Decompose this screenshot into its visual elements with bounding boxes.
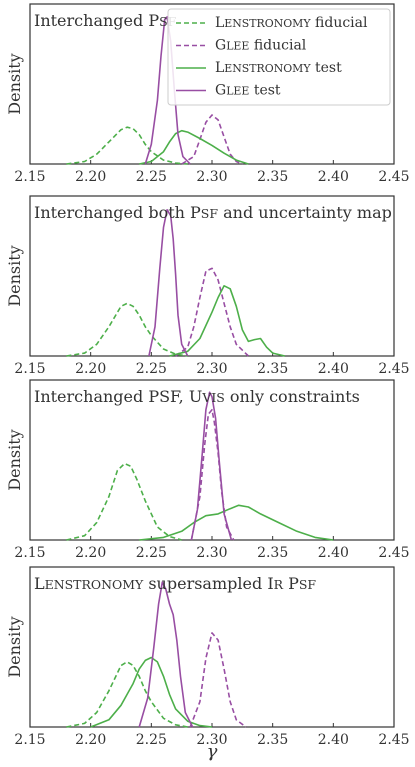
series-line-lenstronomy-fiducial bbox=[66, 302, 188, 357]
y-axis-label: Density bbox=[5, 245, 24, 306]
x-tick-label: 2.20 bbox=[75, 169, 106, 185]
x-tick-label: 2.35 bbox=[257, 545, 288, 561]
x-tick-label: 2.40 bbox=[318, 169, 349, 185]
series-line-glee-test bbox=[138, 581, 194, 728]
legend-entry: LENSTRONOMY fiducial bbox=[215, 15, 368, 31]
legend: LENSTRONOMY fiducial GLEE fiducial LENSTRO… bbox=[167, 8, 391, 106]
series-line-lenstronomy-test bbox=[139, 504, 334, 541]
y-axis-label: Density bbox=[5, 616, 24, 677]
y-axis-label: Density bbox=[5, 429, 24, 490]
x-tick-label: 2.15 bbox=[14, 545, 45, 561]
x-tick-label: 2.45 bbox=[378, 169, 409, 185]
x-tick-label: 2.35 bbox=[257, 361, 288, 377]
x-tick-label: 2.25 bbox=[136, 545, 167, 561]
legend-box bbox=[167, 8, 391, 106]
series-line-glee-fiducial bbox=[181, 114, 243, 165]
legend-entry: GLEE test bbox=[215, 83, 281, 99]
legend-entry: LENSTRONOMY test bbox=[215, 60, 342, 76]
panel-title: Interchanged both PSF and uncertainty ma… bbox=[34, 203, 392, 222]
y-axis-label: Density bbox=[5, 53, 24, 114]
x-tick-label: 2.35 bbox=[257, 169, 288, 185]
x-axis-label: γ bbox=[207, 741, 218, 762]
series-line-lenstronomy-fiducial bbox=[66, 126, 188, 165]
x-tick-label: 2.20 bbox=[75, 732, 106, 748]
x-tick-label: 2.15 bbox=[14, 732, 45, 748]
x-tick-label: 2.30 bbox=[196, 169, 227, 185]
panel-3: 2.15 2.20 2.25 2.30 2.35 2.40 2.45 Density Inter… bbox=[5, 379, 410, 561]
panel-2: 2.15 2.20 2.25 2.30 2.35 2.40 2.45 Density Inter… bbox=[5, 195, 410, 377]
x-tick-label: 2.45 bbox=[378, 732, 409, 748]
series-line-lenstronomy-fiducial bbox=[66, 661, 188, 728]
series-line-lenstronomy-test bbox=[139, 129, 249, 165]
panel-1: 2.15 2.20 2.25 2.30 2.35 2.40 2.45 Density Inter… bbox=[5, 3, 410, 185]
x-tick-label: 2.15 bbox=[14, 361, 45, 377]
series-line-glee-test bbox=[144, 16, 191, 165]
series-line-glee-test bbox=[190, 391, 233, 541]
series-line-lenstronomy-test bbox=[169, 285, 285, 357]
x-tick-label: 2.20 bbox=[75, 361, 106, 377]
panel-title: Interchanged PSF, UVIS only constraints bbox=[34, 387, 360, 406]
x-tick-label: 2.30 bbox=[196, 545, 227, 561]
series-line-lenstronomy-test bbox=[90, 656, 213, 728]
x-tick-label: 2.20 bbox=[75, 545, 106, 561]
x-tick-label: 2.25 bbox=[136, 361, 167, 377]
x-tick-label: 2.30 bbox=[196, 732, 227, 748]
series-line-glee-fiducial bbox=[189, 632, 247, 728]
x-tick-label: 2.35 bbox=[257, 732, 288, 748]
series-line-lenstronomy-fiducial bbox=[66, 462, 182, 541]
series-line-glee-fiducial bbox=[175, 267, 249, 357]
legend-entry: GLEE fiducial bbox=[215, 38, 307, 54]
panel-title: LENSTRONOMY supersampled IR PSF bbox=[34, 574, 316, 593]
x-tick-label: 2.40 bbox=[318, 732, 349, 748]
x-tick-label: 2.45 bbox=[378, 545, 409, 561]
panel-4: 2.15 2.20 2.25 2.30 2.35 2.40 2.45 Density LENST… bbox=[5, 566, 410, 748]
x-tick-label: 2.25 bbox=[136, 732, 167, 748]
panel-title: Interchanged PSF bbox=[34, 11, 177, 30]
x-tick-label: 2.40 bbox=[318, 545, 349, 561]
x-tick-label: 2.30 bbox=[196, 361, 227, 377]
x-tick-label: 2.25 bbox=[136, 169, 167, 185]
x-tick-label: 2.45 bbox=[378, 361, 409, 377]
x-tick-label: 2.40 bbox=[318, 361, 349, 377]
series-line-glee-test bbox=[148, 209, 189, 357]
x-tick-label: 2.15 bbox=[14, 169, 45, 185]
